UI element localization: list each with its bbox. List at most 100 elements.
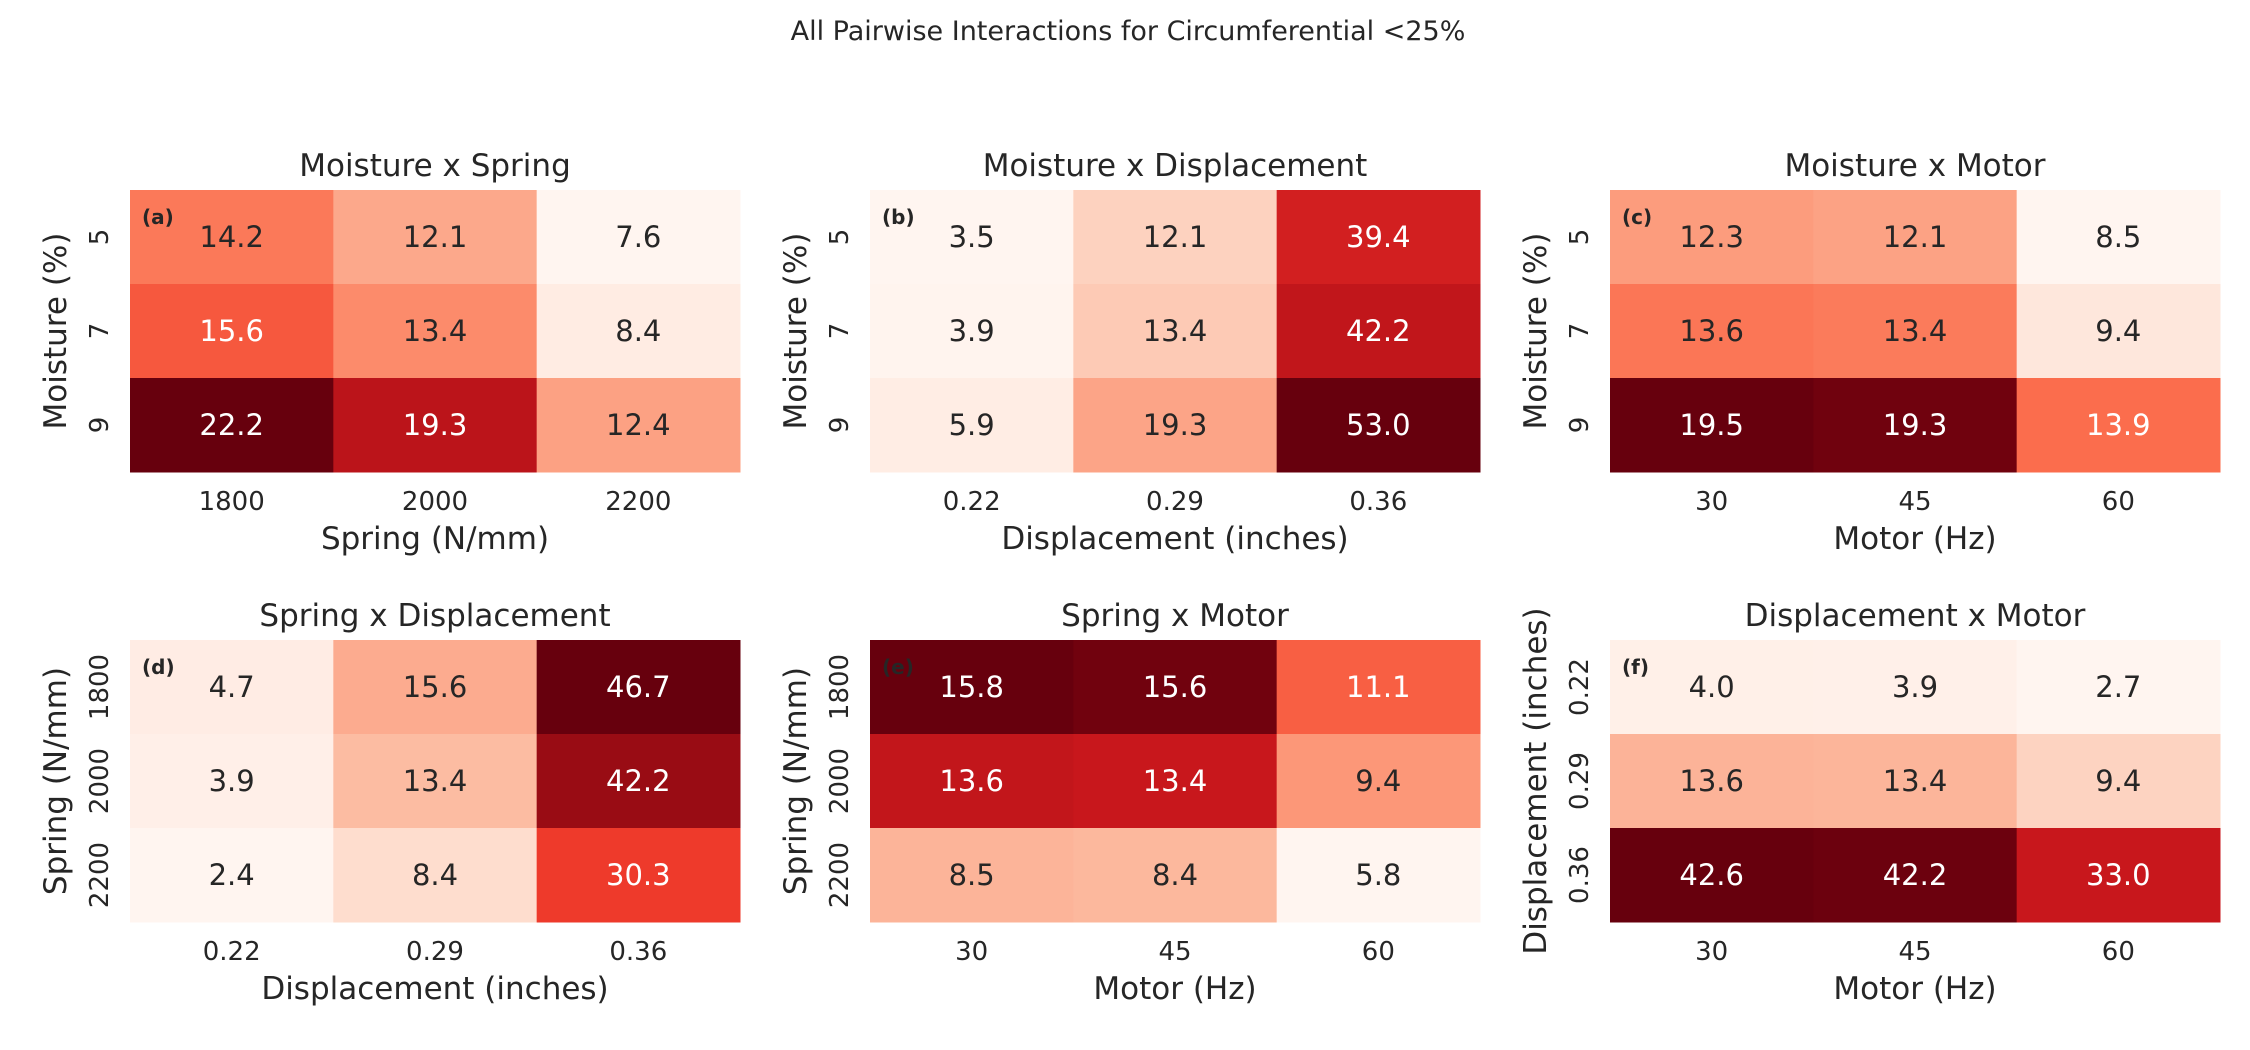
heatmap-cell: [1276, 378, 1481, 473]
cell-value-label: 42.6: [1679, 858, 1744, 892]
cell-value-label: 12.3: [1679, 220, 1744, 254]
x-tick-label: 30: [1695, 487, 1728, 517]
y-tick-label: 9: [1565, 417, 1595, 434]
x-tick-label: 0.22: [203, 937, 261, 967]
heatmap-cell: [536, 284, 741, 379]
cell-value-label: 2.4: [209, 858, 255, 892]
heatmap-cell: [1073, 284, 1278, 379]
y-tick-label: 0.29: [1565, 752, 1595, 810]
subplot-title: Moisture x Displacement: [983, 148, 1368, 184]
y-tick-label: 1800: [85, 654, 115, 720]
cell-value-label: 12.1: [1143, 220, 1208, 254]
heatmap-cell: [333, 284, 538, 379]
heatmap-cell: [130, 828, 334, 923]
y-tick-label: 5: [85, 229, 115, 246]
y-axis-label: Moisture (%): [38, 233, 74, 430]
y-tick-label: 2000: [825, 748, 855, 814]
cell-value-label: 13.4: [1143, 314, 1208, 348]
cell-value-label: 15.8: [939, 670, 1004, 704]
cell-value-label: 19.3: [1883, 408, 1948, 442]
heatmap-cell: [1610, 190, 1814, 285]
y-tick-label: 1800: [825, 654, 855, 720]
x-tick-label: 45: [1898, 487, 1931, 517]
heatmap-cell: [1073, 378, 1278, 473]
heatmap-cell: [870, 378, 1074, 473]
y-axis-label: Spring (N/mm): [38, 667, 74, 895]
x-tick-label: 45: [1898, 937, 1931, 967]
cell-value-label: 13.6: [1679, 314, 1744, 348]
x-axis-label: Displacement (inches): [261, 971, 608, 1007]
x-axis-label: Motor (Hz): [1833, 971, 1996, 1007]
cell-value-label: 33.0: [2086, 858, 2151, 892]
heatmap-cell: [130, 378, 334, 473]
heatmap-cell: [333, 190, 538, 285]
x-tick-label: 0.29: [406, 937, 464, 967]
cell-value-label: 8.4: [412, 858, 458, 892]
heatmap-cell: [1610, 734, 1814, 829]
cell-value-label: 9.4: [2095, 314, 2141, 348]
x-tick-label: 0.36: [1349, 487, 1407, 517]
heatmap-cell: [1813, 828, 2018, 923]
y-tick-label: 9: [825, 417, 855, 434]
heatmap-cell: [2016, 378, 2221, 473]
cell-value-label: 2.7: [2095, 670, 2141, 704]
heatmap-cell: [2016, 828, 2221, 923]
y-tick-label: 2200: [825, 842, 855, 908]
x-tick-label: 0.29: [1146, 487, 1204, 517]
heatmap-cell: [1610, 284, 1814, 379]
heatmap-cell: [1073, 734, 1278, 829]
cell-value-label: 12.1: [1883, 220, 1948, 254]
heatmap-cell: [1276, 190, 1481, 285]
cell-value-label: 5.8: [1355, 858, 1401, 892]
panel-label: (e): [882, 655, 914, 679]
subplot-title: Moisture x Motor: [1784, 148, 2045, 184]
y-axis-label: Moisture (%): [778, 233, 814, 430]
cell-value-label: 13.4: [1883, 764, 1948, 798]
heatmap-cell: [2016, 190, 2221, 285]
cell-value-label: 8.4: [615, 314, 661, 348]
cell-value-label: 8.5: [949, 858, 995, 892]
cell-value-label: 15.6: [403, 670, 468, 704]
heatmap-cell: [536, 640, 741, 735]
cell-value-label: 11.1: [1346, 670, 1411, 704]
cell-value-label: 19.3: [403, 408, 468, 442]
heatmap-cell: [1073, 640, 1278, 735]
heatmap-cell: [1276, 828, 1481, 923]
y-axis-label: Spring (N/mm): [778, 667, 814, 895]
heatmap-cell: [536, 828, 741, 923]
heatmap-cell: [1813, 734, 2018, 829]
cell-value-label: 39.4: [1346, 220, 1411, 254]
x-tick-label: 2200: [605, 487, 671, 517]
x-tick-label: 0.22: [943, 487, 1001, 517]
cell-value-label: 13.9: [2086, 408, 2151, 442]
cell-value-label: 22.2: [199, 408, 264, 442]
panel-label: (d): [142, 655, 175, 679]
cell-value-label: 12.1: [403, 220, 468, 254]
heatmap-cell: [1610, 640, 1814, 735]
subplot-title: Spring x Displacement: [259, 598, 610, 634]
cell-value-label: 13.6: [1679, 764, 1744, 798]
cell-value-label: 19.5: [1679, 408, 1744, 442]
cell-value-label: 13.4: [403, 314, 468, 348]
y-tick-label: 9: [85, 417, 115, 434]
x-tick-label: 45: [1158, 937, 1191, 967]
heatmap-cell: [2016, 284, 2221, 379]
cell-value-label: 30.3: [606, 858, 671, 892]
heatmap-cell: [1073, 828, 1278, 923]
cell-value-label: 12.4: [606, 408, 671, 442]
heatmap-cell: [1813, 378, 2018, 473]
y-tick-label: 2200: [85, 842, 115, 908]
x-tick-label: 30: [1695, 937, 1728, 967]
cell-value-label: 9.4: [1355, 764, 1401, 798]
cell-value-label: 13.4: [1883, 314, 1948, 348]
heatmap-cell: [1610, 378, 1814, 473]
cell-value-label: 13.6: [939, 764, 1004, 798]
subplot-title: Moisture x Spring: [299, 148, 571, 184]
x-tick-label: 0.36: [609, 937, 667, 967]
heatmap-cell: [870, 284, 1074, 379]
cell-value-label: 3.9: [1892, 670, 1938, 704]
cell-value-label: 42.2: [606, 764, 671, 798]
cell-value-label: 15.6: [199, 314, 264, 348]
y-tick-label: 7: [85, 323, 115, 340]
cell-value-label: 42.2: [1883, 858, 1948, 892]
